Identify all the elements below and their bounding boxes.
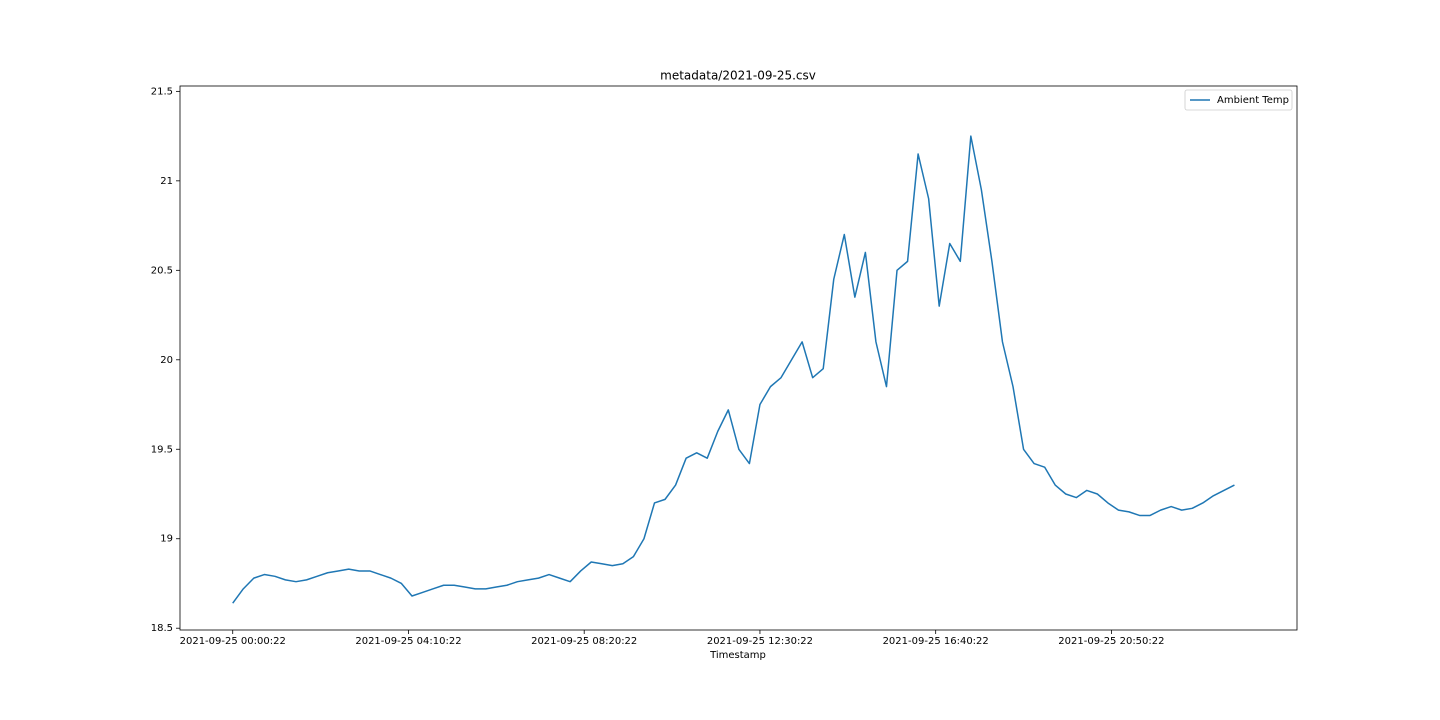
x-tick-label: 2021-09-25 12:30:22 bbox=[707, 636, 813, 647]
chart-title: metadata/2021-09-25.csv bbox=[660, 69, 816, 83]
y-tick-label: 20 bbox=[160, 355, 173, 366]
x-tick-label: 2021-09-25 20:50:22 bbox=[1058, 636, 1164, 647]
legend-box bbox=[1184, 89, 1293, 111]
x-tick-label: 2021-09-25 16:40:22 bbox=[883, 636, 989, 647]
y-tick-label: 21 bbox=[160, 176, 173, 187]
x-tick-label: 2021-09-25 08:20:22 bbox=[531, 636, 637, 647]
series-line bbox=[232, 135, 1235, 604]
plot-frame bbox=[179, 85, 1298, 631]
y-tick-label: 19.5 bbox=[151, 444, 173, 455]
y-tick-label: 20.5 bbox=[151, 265, 173, 276]
legend-label: Ambient Temp bbox=[1217, 95, 1289, 106]
y-tick-label: 18.5 bbox=[151, 623, 173, 634]
y-tick-label: 21.5 bbox=[151, 86, 173, 97]
y-tick-label: 19 bbox=[160, 534, 173, 545]
x-tick-label: 2021-09-25 04:10:22 bbox=[355, 636, 461, 647]
x-tick-label: 2021-09-25 00:00:22 bbox=[180, 636, 286, 647]
x-axis-label: Timestamp bbox=[709, 650, 766, 661]
